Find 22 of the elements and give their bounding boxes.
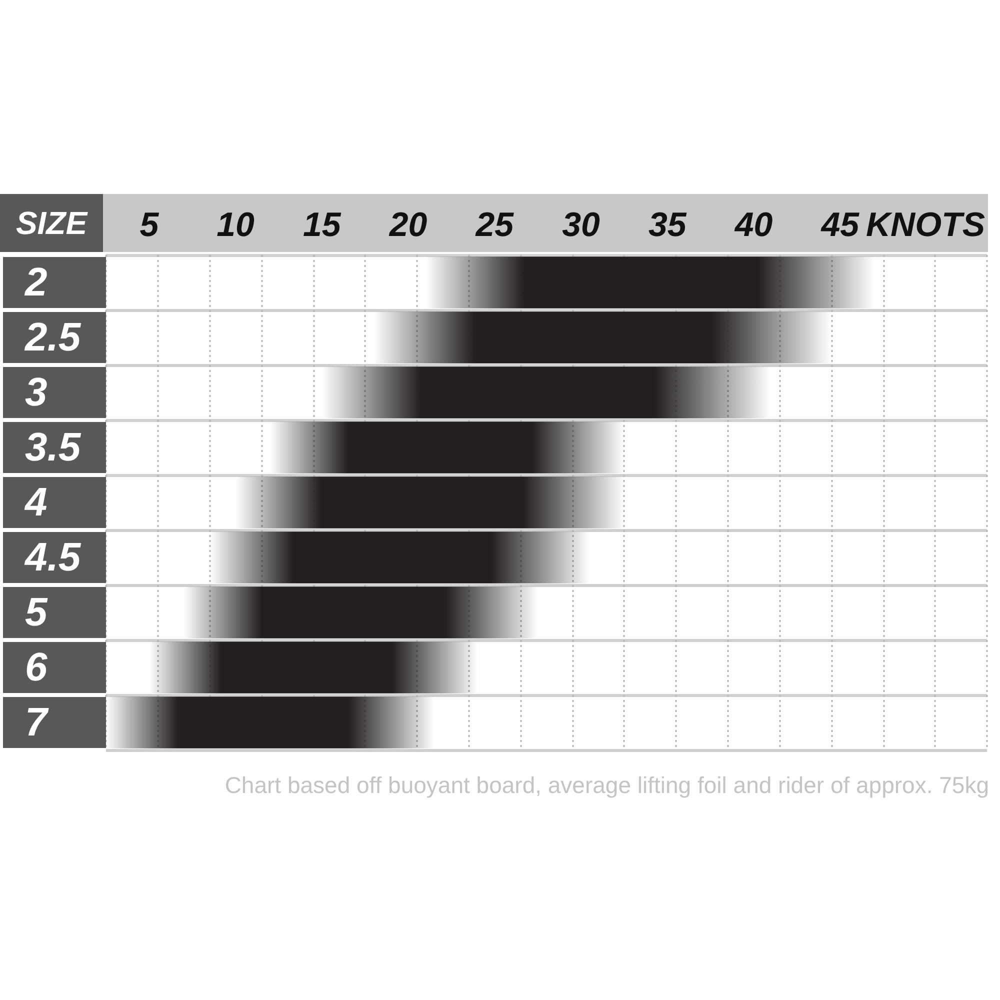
x-tick-label: 30 — [562, 206, 600, 244]
x-tick-label: 35 — [648, 206, 688, 244]
x-tick-label: 5 — [140, 206, 160, 244]
y-tick-label: 3 — [25, 370, 48, 414]
y-axis-title: SIZE — [16, 205, 89, 241]
x-tick-label: 25 — [474, 206, 515, 244]
x-tick-label: 45 — [820, 206, 860, 244]
y-tick-label: 2.5 — [24, 316, 82, 360]
y-tick-label: 4 — [24, 480, 48, 524]
x-axis-title: KNOTS — [866, 206, 986, 244]
y-tick-label: 3.5 — [25, 426, 82, 470]
y-tick-label: 2 — [24, 260, 48, 304]
x-tick-label: 15 — [303, 206, 342, 244]
x-tick-label: 20 — [388, 206, 428, 244]
x-tick-label: 40 — [734, 206, 773, 244]
bar — [149, 642, 478, 694]
y-tick-label: 5 — [25, 590, 48, 634]
y-tick-label: 7 — [25, 700, 49, 744]
text: Chart based off buoyant board, average lifting foil and rider of approx. 75kg — [224, 772, 989, 798]
y-tick-label: 6 — [25, 646, 48, 690]
y-tick-label: 4.5 — [24, 536, 82, 580]
x-tick-label: 10 — [216, 206, 255, 244]
